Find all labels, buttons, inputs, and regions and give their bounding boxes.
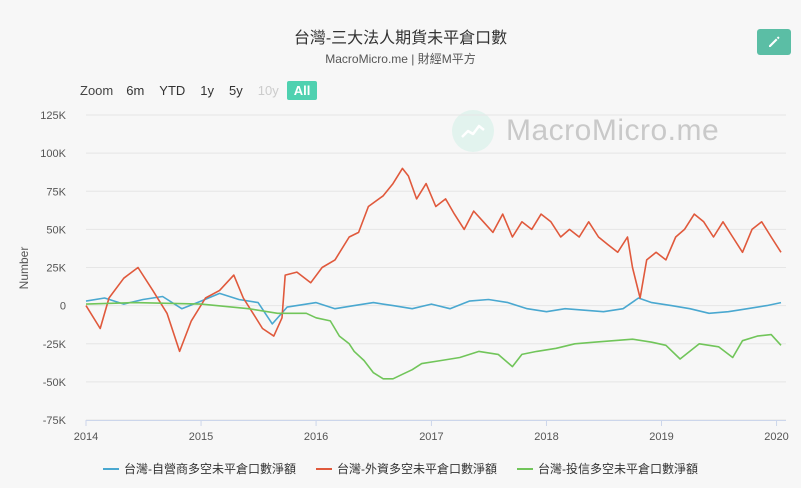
range-10y-button[interactable]: 10y <box>257 82 279 98</box>
chart-subtitle: MacroMicro.me | 財經M平方 <box>325 52 476 66</box>
range-all-button[interactable]: All <box>286 80 318 100</box>
legend-swatch-trust <box>517 467 533 470</box>
legend-label-dealer: 台灣-自營商多空未平倉口數淨額 <box>124 462 296 476</box>
zoom-label: Zoom <box>80 82 114 98</box>
range-ytd-button[interactable]: YTD <box>159 82 186 98</box>
legend-swatch-foreign <box>316 467 332 470</box>
watermark-logo-icon <box>452 110 494 152</box>
y-tick-label: 25K <box>46 263 66 275</box>
x-tick-label: 2017 <box>419 431 443 443</box>
series-line-dealer[interactable] <box>85 292 782 325</box>
grid-lines <box>86 114 786 421</box>
edit-button[interactable] <box>757 29 791 55</box>
y-tick-label: 100K <box>40 148 66 160</box>
y-tick-label: -25K <box>43 339 67 351</box>
y-tick-label: -75K <box>43 415 67 427</box>
legend-swatch-dealer <box>103 467 119 470</box>
range-6m-button[interactable]: 6m <box>126 82 145 98</box>
legend-label-foreign: 台灣-外資多空未平倉口數淨額 <box>337 462 497 476</box>
range-selector: Zoom 6m YTD 1y 5y 10y All <box>80 79 318 101</box>
series-lines <box>85 167 782 380</box>
y-axis-ticks: 125K 100K 75K 50K 25K 0 -25K -50K -75K <box>40 110 66 427</box>
x-tick-label: 2016 <box>304 431 328 443</box>
y-tick-label: -50K <box>43 377 67 389</box>
legend-item-trust[interactable]: 台灣-投信多空未平倉口數淨額 <box>517 460 698 477</box>
pencil-icon <box>769 36 780 47</box>
y-axis-label: Number <box>17 247 31 290</box>
x-tick-label: 2019 <box>649 431 673 443</box>
x-tick-label: 2020 <box>764 431 788 443</box>
legend-item-foreign[interactable]: 台灣-外資多空未平倉口數淨額 <box>316 460 497 477</box>
x-tick-label: 2018 <box>534 431 558 443</box>
watermark-text: MacroMicro.me <box>506 114 720 147</box>
range-5y-button[interactable]: 5y <box>229 82 243 98</box>
x-tick-label: 2015 <box>189 431 213 443</box>
x-tick-label: 2014 <box>74 431 98 443</box>
y-tick-label: 0 <box>60 301 66 313</box>
range-1y-button[interactable]: 1y <box>200 82 215 98</box>
series-line-trust[interactable] <box>85 301 782 380</box>
series-line-foreign[interactable] <box>85 167 782 353</box>
y-tick-label: 50K <box>46 224 66 236</box>
y-tick-label: 125K <box>40 110 66 122</box>
legend-item-dealer[interactable]: 台灣-自營商多空未平倉口數淨額 <box>103 460 296 477</box>
legend: 台灣-自營商多空未平倉口數淨額 台灣-外資多空未平倉口數淨額 台灣-投信多空未平… <box>0 460 801 477</box>
watermark: MacroMicro.me <box>452 110 719 152</box>
chart-title: 台灣-三大法人期貨未平倉口數 <box>293 30 508 47</box>
x-axis-ticks: 2014 2015 2016 2017 2018 2019 2020 <box>74 420 789 443</box>
legend-label-trust: 台灣-投信多空未平倉口數淨額 <box>538 462 698 476</box>
y-tick-label: 75K <box>46 186 66 198</box>
